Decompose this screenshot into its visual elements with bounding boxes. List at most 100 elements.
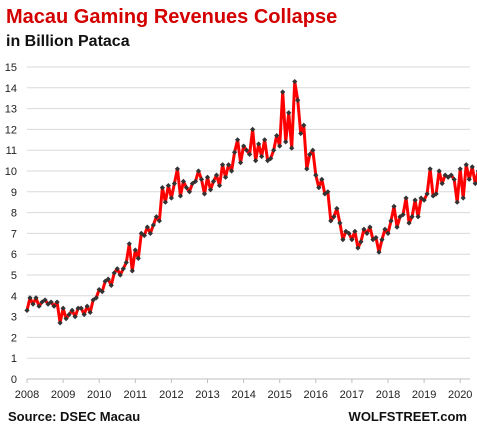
data-point xyxy=(331,214,337,220)
data-point xyxy=(201,191,208,197)
data-point xyxy=(132,247,138,253)
data-point xyxy=(301,122,307,128)
data-point xyxy=(153,214,159,220)
data-point xyxy=(213,172,220,178)
data-point xyxy=(346,230,352,236)
data-point xyxy=(186,189,193,195)
y-tick-label: 3 xyxy=(11,312,17,324)
data-point xyxy=(472,180,477,187)
x-tick-label: 2015 xyxy=(267,389,291,401)
data-point xyxy=(241,143,247,149)
data-point xyxy=(219,162,226,168)
data-point xyxy=(27,295,33,301)
data-point xyxy=(162,199,168,205)
x-tick-label: 2018 xyxy=(376,389,400,401)
y-tick-label: 14 xyxy=(5,83,17,95)
data-point xyxy=(277,143,283,149)
data-point xyxy=(433,191,439,197)
data-point xyxy=(334,205,340,212)
data-point xyxy=(24,307,30,313)
data-point xyxy=(66,311,72,318)
data-point xyxy=(436,168,442,174)
data-point xyxy=(108,282,114,288)
data-point xyxy=(358,239,364,245)
data-point xyxy=(63,316,69,322)
data-point xyxy=(48,299,54,305)
data-point xyxy=(144,224,150,230)
data-point xyxy=(400,212,406,218)
y-tick-label: 4 xyxy=(11,291,17,303)
data-point xyxy=(439,180,445,187)
data-point xyxy=(394,224,400,230)
data-point xyxy=(262,137,268,143)
data-point xyxy=(84,303,90,309)
data-point xyxy=(120,266,126,272)
data-point xyxy=(183,185,190,191)
chart-title: Macau Gaming Revenues Collapse xyxy=(6,6,338,28)
data-point xyxy=(177,193,184,199)
data-point xyxy=(304,166,310,172)
data-point xyxy=(283,139,289,145)
data-point xyxy=(171,180,178,187)
x-tick-label: 2014 xyxy=(231,389,255,401)
data-point xyxy=(54,299,60,305)
data-point xyxy=(451,176,457,182)
data-point xyxy=(409,214,415,220)
data-point xyxy=(295,97,301,103)
data-point xyxy=(454,199,460,205)
data-point xyxy=(210,178,217,184)
data-point xyxy=(93,295,99,301)
data-point xyxy=(271,147,277,153)
y-tick-label: 2 xyxy=(11,332,17,344)
data-point xyxy=(244,147,250,153)
series-line-group xyxy=(25,80,477,325)
y-tick-label: 7 xyxy=(11,228,17,240)
data-point xyxy=(147,230,153,236)
data-point xyxy=(280,89,286,95)
data-point xyxy=(457,166,463,172)
data-point xyxy=(69,307,75,313)
data-point xyxy=(379,237,385,243)
data-point xyxy=(253,158,259,164)
data-point xyxy=(168,195,174,201)
data-point xyxy=(427,166,433,172)
data-point xyxy=(216,182,223,189)
data-point xyxy=(364,230,370,236)
x-tick-labels: 2008 2009 2010 2011 2012 2013 2014 2015 2016 2017… xyxy=(15,389,473,401)
data-point xyxy=(406,220,412,226)
data-point xyxy=(192,178,199,184)
source-note: Source: DSEC Macau xyxy=(8,409,141,424)
data-point xyxy=(445,174,451,180)
data-point xyxy=(195,168,202,174)
data-point xyxy=(328,218,334,224)
x-tick-label: 2012 xyxy=(159,389,183,401)
data-point xyxy=(87,309,93,316)
data-point xyxy=(373,234,379,241)
data-point xyxy=(388,218,394,224)
data-point xyxy=(135,255,141,261)
data-point xyxy=(33,295,39,301)
y-tick-label: 13 xyxy=(5,104,17,116)
data-point xyxy=(289,145,295,151)
data-point xyxy=(57,320,63,326)
x-tick-label: 2011 xyxy=(123,389,147,401)
data-point xyxy=(292,78,298,85)
data-point xyxy=(265,158,271,164)
data-point xyxy=(313,172,319,178)
y-tick-label: 0 xyxy=(11,374,17,386)
data-point xyxy=(72,314,78,320)
data-point xyxy=(159,185,165,191)
data-point xyxy=(60,305,66,311)
data-point xyxy=(81,311,87,318)
data-point xyxy=(310,147,316,153)
data-point xyxy=(415,214,421,220)
data-point xyxy=(325,189,331,195)
data-point xyxy=(268,155,274,162)
data-point xyxy=(234,137,241,143)
data-point xyxy=(36,303,42,309)
data-point xyxy=(114,266,120,272)
data-point xyxy=(448,172,454,178)
